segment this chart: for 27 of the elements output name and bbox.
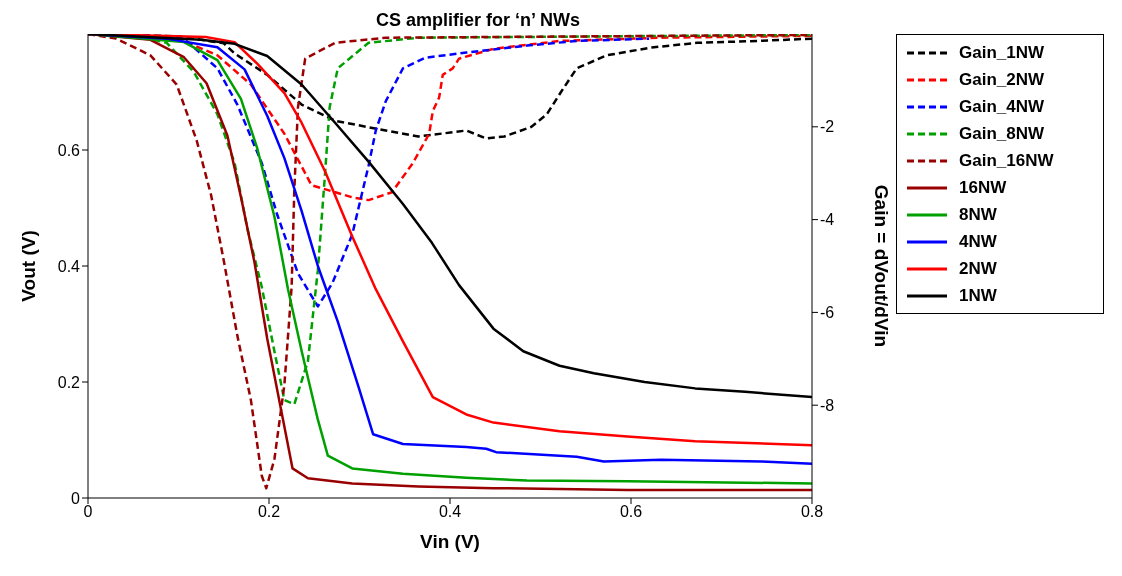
y2-tick-label: -8: [820, 396, 835, 414]
chart-title: CS amplifier for ‘n’ NWs: [375, 10, 581, 31]
x-tick-label: 0.8: [800, 503, 824, 521]
y-tick-label: 0: [71, 489, 81, 507]
legend-label: 8NW: [959, 204, 997, 225]
y2-tick-label: -4: [820, 211, 835, 229]
x-tick-label: 0: [83, 503, 93, 521]
y-tick-label: 0.4: [57, 257, 81, 275]
legend-label: 4NW: [959, 231, 997, 252]
x-tick-label: 0.4: [438, 503, 462, 521]
y2-tick-label: -2: [820, 118, 835, 136]
y-tick-label: 0.2: [57, 373, 81, 391]
y-tick-label: 0.6: [57, 141, 81, 159]
legend-label: Gain_8NW: [959, 123, 1045, 144]
y-axis-title: Vout (V): [17, 230, 39, 302]
legend-label: Gain_1NW: [959, 42, 1045, 63]
y2-tick-label: -6: [820, 304, 835, 322]
legend-label: 1NW: [959, 285, 997, 306]
x-tick-label: 0.2: [257, 503, 281, 521]
legend-label: Gain_2NW: [959, 69, 1045, 90]
x-axis-title: Vin (V): [420, 531, 480, 552]
legend-label: Gain_16NW: [959, 150, 1054, 171]
x-tick-label: 0.6: [619, 503, 643, 521]
legend-label: 2NW: [959, 258, 997, 279]
legend-label: 16NW: [959, 177, 1007, 198]
legend-label: Gain_4NW: [959, 96, 1045, 117]
y2-axis-title: Gain = dVout/dVin: [871, 184, 893, 348]
